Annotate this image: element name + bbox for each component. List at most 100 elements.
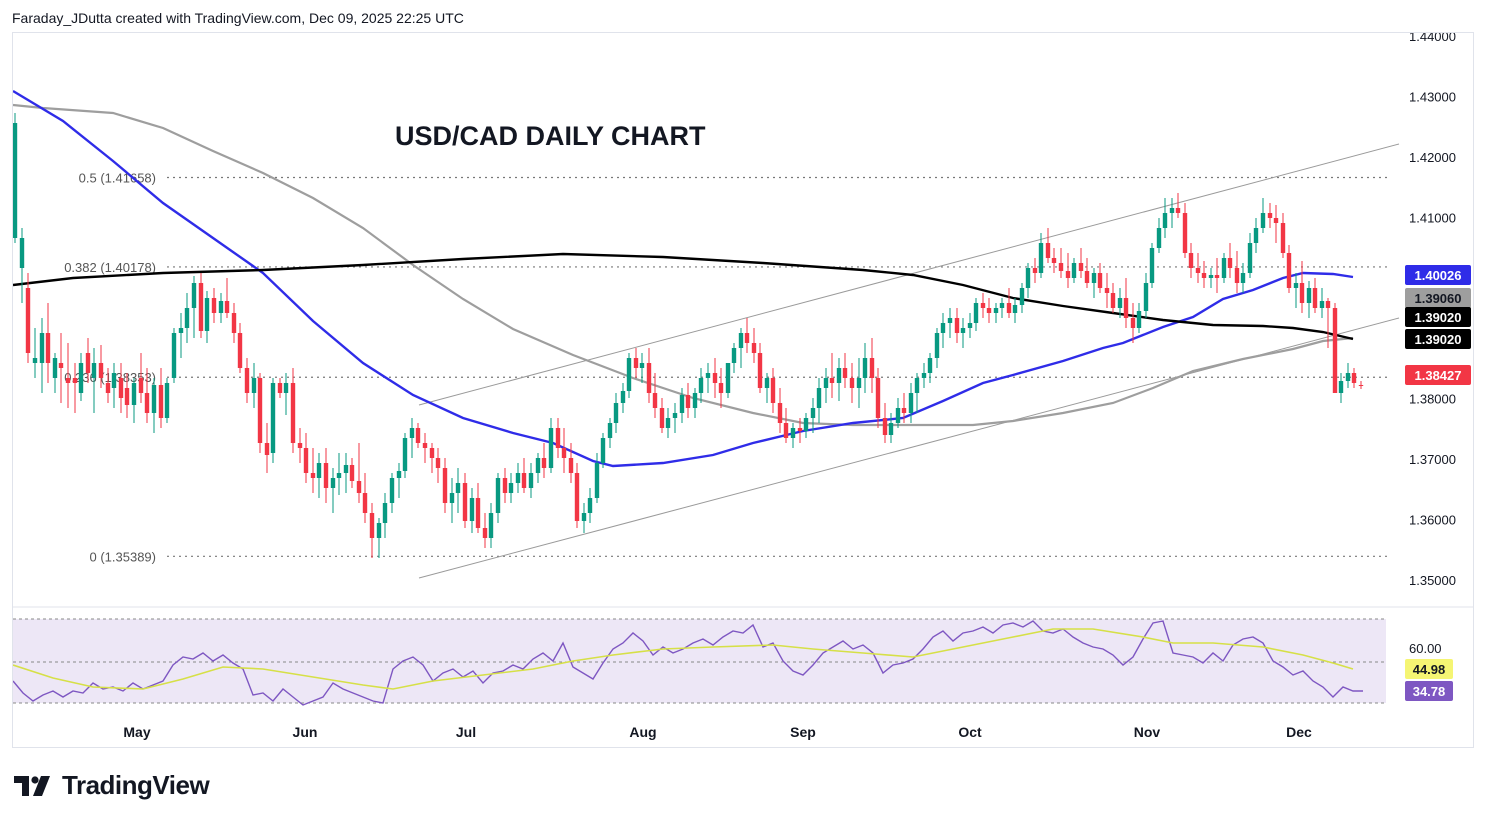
candle-body: [626, 358, 632, 391]
candle-body: [652, 393, 658, 408]
tradingview-logo-icon: [14, 775, 50, 796]
candle-body: [1025, 268, 1031, 288]
candle-body: [875, 378, 881, 418]
candle-body: [672, 413, 678, 418]
candle-body: [718, 383, 724, 393]
ema-50-line: [12, 89, 1354, 468]
candle-body: [555, 428, 561, 448]
candle-body: [685, 395, 691, 408]
candle-body: [1045, 243, 1051, 258]
fib-level-label: 0.382 (1.40178): [64, 260, 156, 275]
candle-body: [934, 333, 940, 358]
price-badge-label: 1.39060: [1415, 291, 1462, 306]
candle-body: [178, 328, 184, 333]
rsi-pane: 60.00 44.98 34.78: [12, 618, 1453, 706]
candle-body: [849, 378, 855, 388]
candle-body: [1351, 373, 1357, 383]
candle-body: [921, 373, 927, 378]
candle-body: [118, 378, 124, 398]
candle-body: [783, 423, 789, 438]
candle-body: [1201, 273, 1207, 278]
time-tick-label: Jun: [293, 724, 318, 740]
rsi-badge: [1405, 681, 1453, 701]
candle-body: [967, 323, 973, 328]
candle-body: [521, 473, 527, 488]
price-tick-label: 1.37000: [1409, 452, 1456, 467]
candle-body: [455, 483, 461, 493]
rsi-badge-label: 44.98: [1413, 662, 1446, 677]
fib-level-label: 0.236 (1.38353): [64, 370, 156, 385]
price-badge: [1405, 365, 1471, 385]
candle-body: [1188, 253, 1194, 268]
candle-body: [264, 443, 270, 455]
candle-body: [382, 503, 388, 523]
candle-body: [712, 373, 718, 383]
sma-100-line: [12, 103, 1354, 427]
candle-body: [869, 358, 875, 378]
candle-body: [362, 493, 368, 513]
candle-body: [462, 483, 468, 521]
candle-body: [52, 358, 58, 378]
candle-body: [639, 363, 645, 368]
candle-body: [422, 443, 428, 448]
candle-body: [1084, 271, 1090, 283]
candle-body: [829, 378, 835, 383]
candle-body: [1306, 288, 1312, 303]
candle-body: [25, 288, 31, 353]
candle-body: [138, 378, 144, 393]
candle-body: [475, 498, 481, 528]
price-tick-label: 1.43000: [1409, 89, 1456, 104]
candle-body: [594, 463, 600, 498]
candle-body: [528, 473, 534, 488]
candle-body: [1234, 268, 1240, 283]
candle-body: [607, 423, 613, 438]
candle-body: [1325, 301, 1331, 308]
candle-body: [409, 428, 415, 438]
candle-body: [1110, 293, 1116, 308]
candle-body: [535, 458, 541, 473]
candle-body: [698, 378, 704, 393]
candle-body: [1104, 288, 1110, 293]
candle-body: [1299, 283, 1305, 303]
candle-body: [191, 283, 197, 308]
rsi-tick-label: 60.00: [1409, 641, 1442, 656]
candle-body: [548, 428, 554, 468]
candle-body: [1175, 208, 1181, 213]
time-axis: May Jun Jul Aug Sep Oct Nov Dec: [123, 724, 1312, 740]
candle-body: [389, 478, 395, 503]
candle-body: [738, 333, 744, 348]
candle-body: [1273, 218, 1279, 223]
candle-body: [993, 308, 999, 313]
candle-body: [244, 368, 250, 393]
candle-body: [283, 383, 289, 393]
candle-body: [790, 428, 796, 438]
candle-body: [1012, 305, 1018, 313]
price-tick-label: 1.36000: [1409, 512, 1456, 527]
candle-body: [310, 473, 316, 478]
candle-body: [502, 478, 508, 493]
candle-body: [369, 513, 375, 538]
price-badges: 1.40026 1.39060 1.39020 1.39020 1.38427: [1405, 265, 1471, 385]
candle-body: [1247, 243, 1253, 273]
candle-body: [927, 358, 933, 373]
tradingview-brand[interactable]: TradingView: [14, 770, 210, 801]
candle-body: [1169, 208, 1175, 213]
candle-body: [495, 478, 501, 513]
price-tick-label: 1.41000: [1409, 210, 1456, 225]
candle-body: [1078, 263, 1084, 271]
candle-body: [1182, 213, 1188, 253]
candle-body: [1019, 288, 1025, 305]
candle-body: [901, 408, 907, 413]
candle-body: [1280, 223, 1286, 253]
price-tick-label: 1.35000: [1409, 573, 1456, 588]
usdcad-chart[interactable]: 0.5 (1.41658) 0.382 (1.40178) 0.236 (1.383…: [12, 29, 1473, 747]
chart-frame: 0.5 (1.41658) 0.382 (1.40178) 0.236 (1.383…: [12, 29, 1474, 748]
candle-body: [442, 468, 448, 503]
candle-body: [402, 438, 408, 471]
candle-body: [587, 498, 593, 513]
candle-body: [72, 378, 78, 383]
price-badge: [1405, 288, 1471, 308]
time-tick-label: Sep: [790, 724, 816, 740]
candle-body: [45, 333, 51, 363]
price-badge-label: 1.40026: [1415, 268, 1462, 283]
